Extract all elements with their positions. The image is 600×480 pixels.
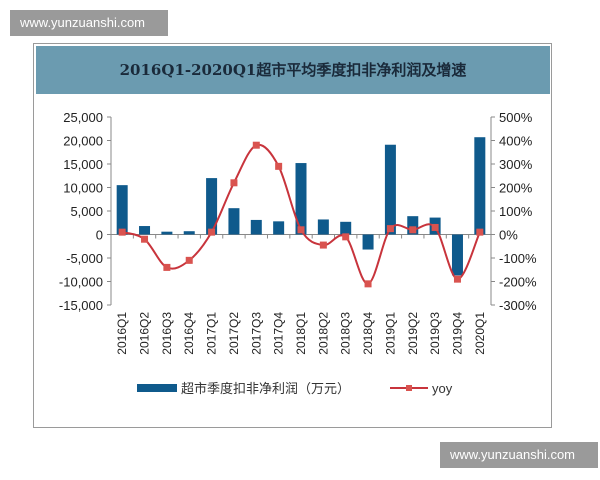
left-tick-label: -5,000 bbox=[66, 251, 103, 266]
left-tick-label: -10,000 bbox=[59, 275, 103, 290]
watermark: www.yunzuanshi.com bbox=[10, 10, 168, 36]
category-label: 2019Q3 bbox=[428, 312, 442, 355]
left-tick-label: 15,000 bbox=[63, 157, 103, 172]
left-tick-label: 0 bbox=[96, 228, 103, 243]
left-tick-label: 5,000 bbox=[70, 204, 103, 219]
category-label: 2017Q3 bbox=[249, 312, 263, 355]
bar bbox=[206, 178, 218, 235]
category-label: 2018Q1 bbox=[294, 312, 308, 355]
yoy-marker bbox=[185, 256, 193, 264]
yoy-marker bbox=[431, 223, 439, 231]
yoy-marker bbox=[476, 228, 484, 236]
bar bbox=[384, 144, 396, 235]
category-label: 2016Q3 bbox=[160, 312, 174, 355]
category-label: 2017Q2 bbox=[227, 312, 241, 355]
right-tick-label: 200% bbox=[499, 181, 533, 196]
yoy-marker bbox=[453, 275, 461, 283]
bar bbox=[317, 219, 329, 235]
right-tick-label: -100% bbox=[499, 251, 537, 266]
yoy-marker bbox=[386, 225, 394, 233]
right-tick-label: 400% bbox=[499, 134, 533, 149]
right-tick-label: -300% bbox=[499, 298, 537, 313]
category-label: 2018Q4 bbox=[361, 312, 375, 355]
yoy-marker bbox=[364, 280, 372, 288]
category-label: 2017Q1 bbox=[205, 312, 219, 355]
category-label: 2016Q1 bbox=[115, 312, 129, 355]
bar bbox=[451, 234, 463, 276]
yoy-marker bbox=[163, 263, 171, 271]
yoy-marker bbox=[297, 226, 305, 234]
bar bbox=[183, 231, 195, 235]
category-label: 2016Q4 bbox=[182, 312, 196, 355]
yoy-marker bbox=[208, 228, 216, 236]
bar bbox=[228, 208, 240, 235]
bar bbox=[340, 221, 352, 235]
left-tick-label: -15,000 bbox=[59, 298, 103, 313]
yoy-marker bbox=[230, 179, 238, 187]
bar bbox=[407, 216, 419, 235]
right-tick-label: 0% bbox=[499, 228, 518, 243]
bar bbox=[116, 185, 128, 235]
chart-frame bbox=[33, 43, 552, 428]
yoy-marker bbox=[409, 226, 417, 234]
category-label: 2020Q1 bbox=[473, 312, 487, 355]
legend-bar-swatch bbox=[137, 384, 177, 392]
yoy-marker bbox=[275, 162, 283, 170]
yoy-marker bbox=[342, 233, 350, 241]
left-tick-label: 20,000 bbox=[63, 134, 103, 149]
category-label: 2019Q4 bbox=[450, 312, 464, 355]
yoy-marker bbox=[319, 241, 327, 249]
left-tick-label: 10,000 bbox=[63, 181, 103, 196]
right-tick-label: 500% bbox=[499, 110, 533, 125]
chart-title: 2016Q1-2020Q1超市平均季度扣非净利润及增速 bbox=[36, 46, 550, 94]
legend-bar-label: 超市季度扣非净利润（万元） bbox=[181, 381, 350, 396]
right-tick-label: -200% bbox=[499, 275, 537, 290]
right-tick-label: 100% bbox=[499, 204, 533, 219]
bar bbox=[362, 234, 374, 250]
bar bbox=[273, 221, 285, 235]
yoy-marker bbox=[141, 235, 149, 243]
legend-line-label: yoy bbox=[432, 381, 453, 396]
category-label: 2017Q4 bbox=[272, 312, 286, 355]
category-label: 2018Q2 bbox=[316, 312, 330, 355]
category-label: 2019Q1 bbox=[383, 312, 397, 355]
yoy-marker bbox=[252, 141, 260, 149]
bar bbox=[295, 163, 307, 235]
category-label: 2018Q3 bbox=[339, 312, 353, 355]
bar bbox=[474, 137, 486, 235]
category-label: 2016Q2 bbox=[138, 312, 152, 355]
left-tick-label: 25,000 bbox=[63, 110, 103, 125]
legend-line-marker bbox=[406, 385, 412, 391]
watermark: www.yunzuanshi.com bbox=[440, 442, 598, 468]
bar bbox=[161, 231, 173, 235]
category-label: 2019Q2 bbox=[406, 312, 420, 355]
bar bbox=[250, 219, 262, 235]
right-tick-label: 300% bbox=[499, 157, 533, 172]
yoy-marker bbox=[118, 228, 126, 236]
bar bbox=[139, 226, 151, 235]
